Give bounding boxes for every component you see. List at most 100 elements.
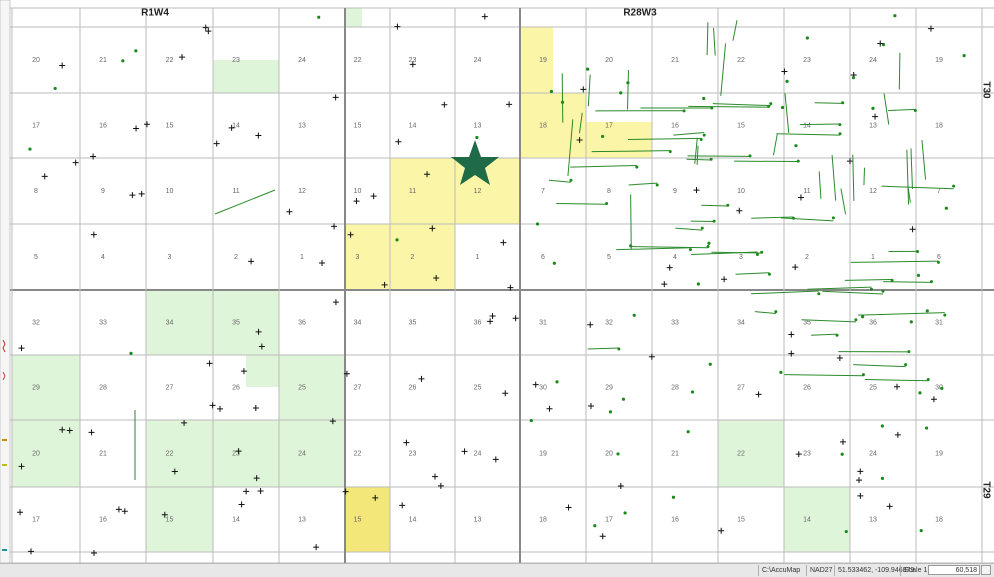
well	[924, 426, 929, 430]
well	[88, 429, 95, 436]
well	[869, 287, 873, 291]
well	[418, 375, 425, 382]
well	[693, 187, 700, 194]
section-number: 36	[869, 319, 877, 326]
well	[565, 504, 572, 511]
well	[851, 75, 856, 80]
well-path	[630, 194, 632, 250]
well	[795, 451, 802, 458]
well-path	[772, 134, 778, 156]
well	[702, 133, 706, 137]
well	[682, 109, 686, 113]
scale-dropdown[interactable]	[981, 565, 991, 575]
well	[780, 105, 785, 110]
well	[555, 380, 559, 384]
well	[916, 250, 920, 254]
section-number: 14	[409, 516, 417, 523]
section-number: 26	[409, 384, 417, 391]
well	[617, 347, 621, 351]
well-path	[801, 319, 856, 323]
section-number: 6	[937, 254, 941, 261]
section-number: 36	[298, 319, 306, 326]
well	[332, 299, 339, 306]
well	[593, 524, 597, 528]
section-number: 12	[298, 188, 306, 195]
well	[929, 280, 933, 284]
well-path	[881, 185, 954, 190]
yellow-fill	[345, 487, 390, 552]
section-number: 13	[869, 516, 877, 523]
section-number: 12	[474, 188, 482, 195]
section-number: 13	[474, 516, 482, 523]
section-number: 15	[354, 122, 362, 129]
section-number: 1	[300, 254, 304, 261]
well	[238, 501, 245, 508]
well	[253, 475, 260, 482]
well	[213, 140, 220, 147]
section-number: 35	[803, 319, 811, 326]
well	[962, 54, 966, 58]
well	[844, 529, 848, 534]
section-number: 3	[739, 254, 743, 261]
well	[755, 391, 762, 398]
well	[181, 419, 188, 426]
section-number: 21	[671, 450, 679, 457]
section-number: 14	[232, 122, 240, 129]
section-number: 2	[234, 254, 238, 261]
well	[17, 509, 24, 516]
well	[431, 473, 438, 480]
section-number: 10	[737, 188, 745, 195]
well-path	[587, 347, 619, 350]
location-star[interactable]	[451, 140, 499, 185]
well	[403, 439, 410, 446]
well-path	[751, 216, 794, 219]
well	[632, 313, 636, 317]
well-path	[628, 182, 658, 186]
section-number: 4	[101, 254, 105, 261]
well	[258, 343, 265, 350]
section-number: 15	[166, 516, 174, 523]
well	[343, 370, 350, 377]
section-number: 16	[99, 516, 107, 523]
well	[240, 368, 247, 375]
scale-input[interactable]: 60,518	[928, 565, 980, 575]
well	[671, 495, 676, 499]
well	[549, 89, 554, 94]
section-number: 23	[232, 450, 240, 457]
well	[433, 275, 440, 282]
section-number: 17	[32, 122, 40, 129]
well	[927, 25, 934, 32]
section-number: 35	[232, 319, 240, 326]
well	[437, 482, 444, 489]
section-number: 11	[803, 188, 810, 195]
well	[409, 61, 416, 68]
section-number: 16	[671, 122, 679, 129]
well	[661, 281, 668, 288]
section-number: 18	[935, 516, 943, 523]
section-number: 14	[803, 516, 811, 523]
well-path	[850, 260, 939, 263]
well-path	[807, 286, 872, 290]
well-path	[732, 20, 738, 41]
well	[206, 360, 213, 367]
section-number: 24	[474, 57, 482, 64]
well	[512, 315, 519, 322]
section-number: 5	[34, 254, 38, 261]
well	[890, 278, 894, 282]
well-path	[814, 102, 843, 104]
well	[767, 272, 771, 276]
well-path	[735, 272, 770, 275]
well	[532, 381, 539, 388]
well	[252, 404, 259, 411]
well	[836, 354, 843, 361]
well	[143, 121, 150, 128]
section-number: 27	[737, 384, 745, 391]
status-coordinates: 51.533462, -109.946879	[834, 565, 917, 576]
well	[576, 136, 583, 143]
well	[605, 201, 609, 205]
well	[552, 261, 556, 265]
well	[930, 396, 937, 403]
section-number: 12	[869, 188, 877, 195]
